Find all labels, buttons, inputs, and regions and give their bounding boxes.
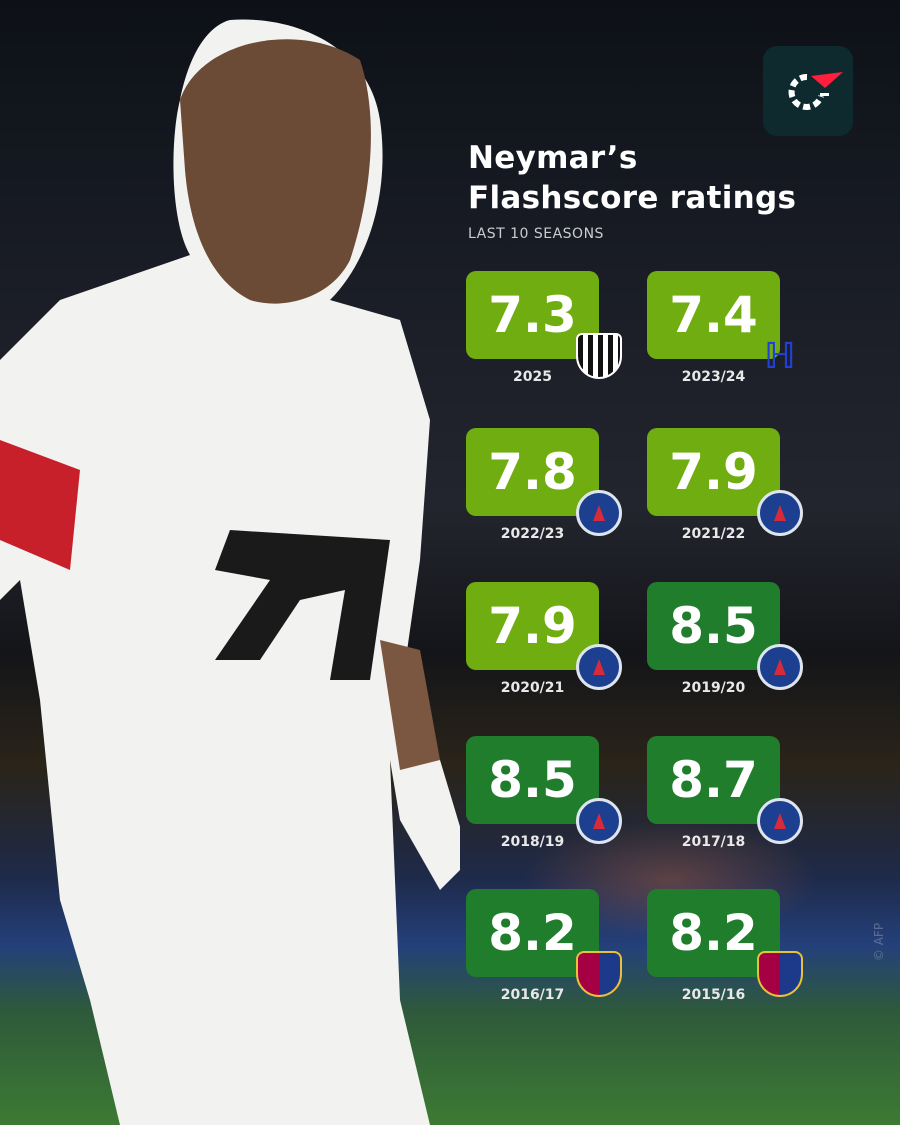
rating-card: 7.4 bbox=[647, 271, 780, 359]
fcb-club-crest-icon bbox=[757, 951, 803, 997]
psg-club-crest-icon bbox=[757, 490, 803, 536]
rating-card: 7.8 bbox=[466, 428, 599, 516]
rating-value: 7.3 bbox=[488, 286, 577, 344]
rating-value: 7.4 bbox=[669, 286, 758, 344]
rating-value: 8.7 bbox=[669, 751, 758, 809]
hil-club-crest-icon: ℍ bbox=[764, 335, 796, 377]
page-title: Neymar’s Flashscore ratings bbox=[468, 138, 796, 218]
season-label: 2021/22 bbox=[681, 526, 746, 542]
rating-value: 8.2 bbox=[669, 904, 758, 962]
rating-value: 7.9 bbox=[488, 597, 577, 655]
psg-club-crest-icon bbox=[757, 644, 803, 690]
season-label: 2025 bbox=[513, 369, 552, 385]
season-label: 2018/19 bbox=[500, 834, 565, 850]
rating-card: 8.5 bbox=[647, 582, 780, 670]
fcb-club-crest-icon bbox=[576, 951, 622, 997]
rating-value: 8.5 bbox=[488, 751, 577, 809]
title-line-2: Flashscore ratings bbox=[468, 180, 797, 216]
season-label: 2020/21 bbox=[500, 680, 565, 696]
season-label: 2015/16 bbox=[681, 987, 746, 1003]
psg-club-crest-icon bbox=[757, 798, 803, 844]
season-label: 2022/23 bbox=[500, 526, 565, 542]
rating-value: 8.2 bbox=[488, 904, 577, 962]
subtitle: LAST 10 SEASONS bbox=[468, 226, 604, 242]
psg-club-crest-icon bbox=[576, 798, 622, 844]
flashscore-logo-icon bbox=[788, 72, 843, 110]
season-label: 2019/20 bbox=[681, 680, 746, 696]
player-photo bbox=[0, 19, 460, 1125]
rating-value: 7.8 bbox=[488, 443, 577, 501]
rating-card: 7.9 bbox=[647, 428, 780, 516]
rating-card: 8.5 bbox=[466, 736, 599, 824]
season-label: 2017/18 bbox=[681, 834, 746, 850]
season-label: 2016/17 bbox=[500, 987, 565, 1003]
rating-value: 7.9 bbox=[669, 443, 758, 501]
season-label: 2023/24 bbox=[681, 369, 746, 385]
flashscore-logo bbox=[763, 46, 853, 136]
rating-value: 8.5 bbox=[669, 597, 758, 655]
photo-credit: © AFP bbox=[872, 922, 887, 962]
psg-club-crest-icon bbox=[576, 644, 622, 690]
rating-card: 7.9 bbox=[466, 582, 599, 670]
title-line-1: Neymar’s bbox=[468, 140, 638, 176]
rating-card: 8.7 bbox=[647, 736, 780, 824]
sfc-club-crest-icon bbox=[576, 333, 622, 379]
psg-club-crest-icon bbox=[576, 490, 622, 536]
